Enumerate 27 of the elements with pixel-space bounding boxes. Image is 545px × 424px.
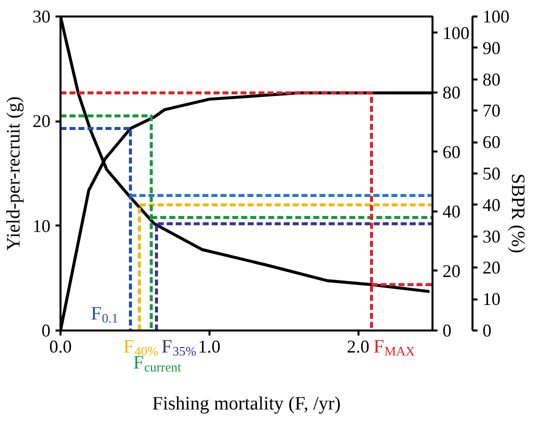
y2-tick-label: 30 [482, 226, 500, 246]
y-tick-label: 30 [32, 6, 50, 26]
x-axis-title: Fishing mortality (F, /yr) [152, 394, 341, 414]
y2-tick-label: 0 [482, 320, 492, 340]
y-axis-title: Yield-per-recruit (g) [4, 96, 24, 251]
y2-tick-label: 100 [482, 6, 510, 26]
y-tick-label: 0 [42, 320, 50, 340]
y2-tick-label: 50 [482, 164, 500, 184]
x-tick-label: 2.0 [346, 336, 370, 356]
y3-tick-label: 80 [442, 82, 460, 102]
y3-tick-label: 20 [442, 260, 460, 281]
y2-tick-label: 20 [482, 258, 500, 278]
y2-tick-label: 40 [482, 194, 500, 215]
x-tick-label: 0.0 [49, 336, 72, 356]
y2-axis-title: SBPR (%) [507, 174, 528, 254]
y3-tick-label: 40 [442, 201, 460, 222]
y3-tick-label: 0 [442, 320, 452, 340]
y2-tick-label: 70 [482, 100, 500, 121]
y2-tick-label: 60 [482, 132, 500, 152]
y-tick-label: 10 [32, 216, 50, 236]
y3-tick-label: 100 [442, 22, 470, 43]
y3-tick-label: 60 [442, 142, 460, 162]
y2-tick-label: 10 [482, 289, 500, 310]
y-tick-label: 20 [32, 111, 50, 132]
y2-tick-label: 80 [482, 69, 500, 90]
y2-tick-label: 90 [482, 38, 500, 58]
x-tick-label: 1.0 [198, 336, 221, 356]
